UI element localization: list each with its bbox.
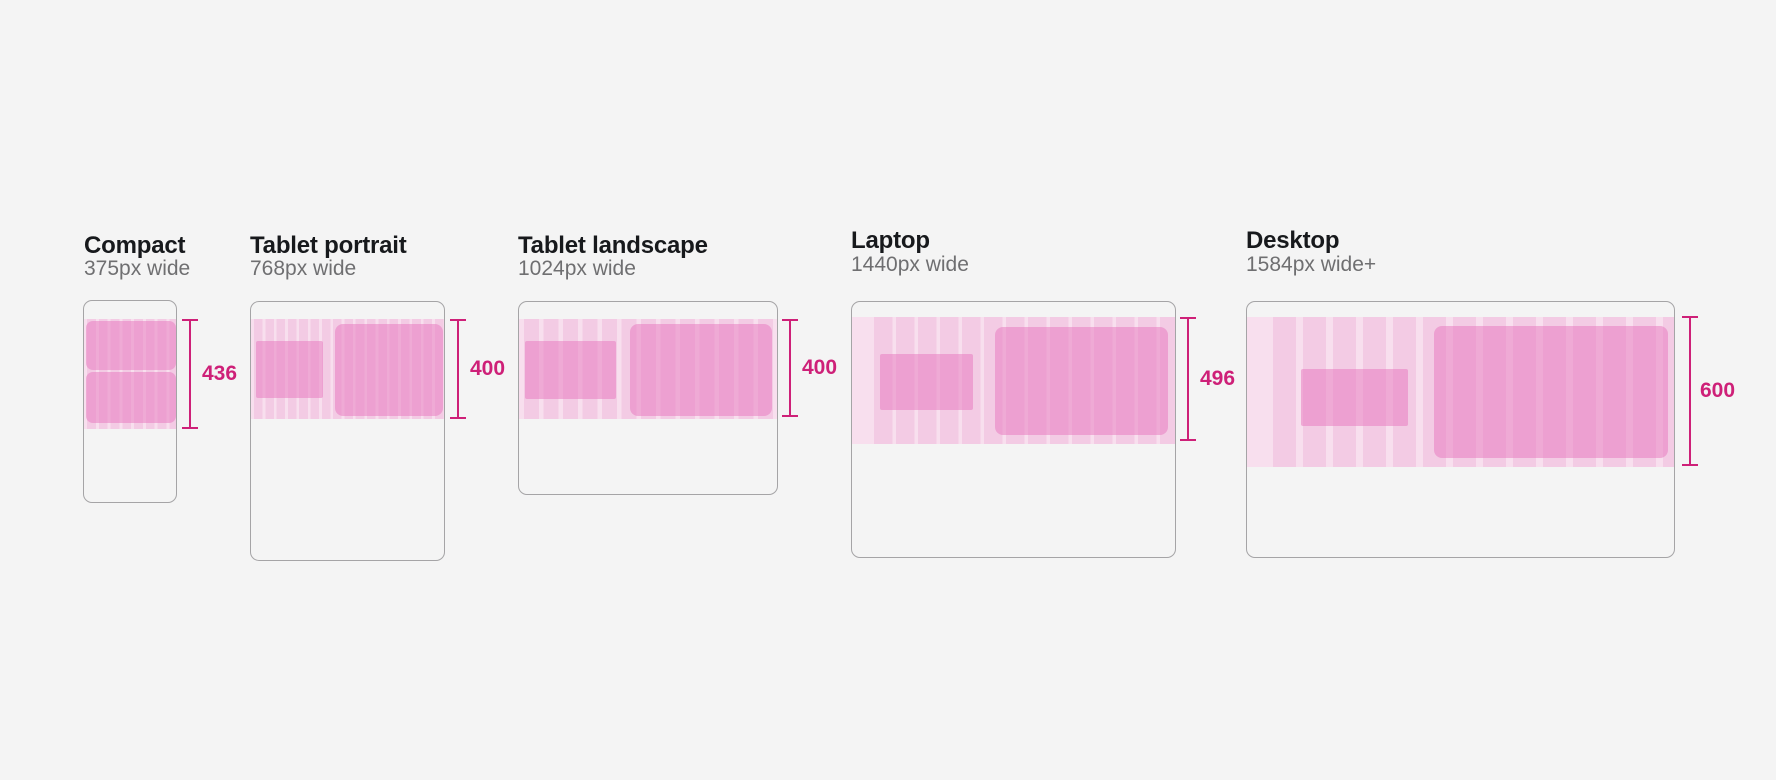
device-frame — [518, 301, 778, 495]
device-title: Compact — [84, 232, 186, 259]
measurement-line-icon — [450, 319, 466, 419]
content-block — [995, 327, 1168, 435]
grid-columns-overlay — [1247, 317, 1674, 467]
grid-columns-overlay — [519, 319, 777, 419]
device-title: Laptop — [851, 227, 930, 254]
content-block — [335, 324, 443, 416]
measurement-value: 400 — [802, 356, 838, 379]
device-width-label: 768px wide — [250, 257, 357, 280]
device-frame — [1246, 301, 1675, 558]
content-block — [880, 354, 973, 410]
device-title: Tablet portrait — [250, 232, 407, 259]
measurement-value: 496 — [1200, 367, 1236, 390]
device-frame — [851, 301, 1176, 558]
device-title: Desktop — [1246, 227, 1340, 254]
measurement-line-icon — [182, 319, 198, 429]
content-block — [630, 324, 772, 416]
measurement-line-icon — [1180, 317, 1196, 441]
device-frame — [83, 300, 177, 503]
grid-columns-overlay — [251, 319, 444, 419]
content-block — [256, 341, 323, 398]
device-width-label: 375px wide — [84, 257, 191, 280]
measurement-line-icon — [782, 319, 798, 417]
grid-columns-overlay — [852, 317, 1175, 444]
device-width-label: 1440px wide — [851, 253, 969, 276]
device-title: Tablet landscape — [518, 232, 708, 259]
content-block — [86, 372, 176, 423]
content-block — [525, 341, 616, 399]
measurement-value: 600 — [1700, 379, 1736, 402]
content-block — [1301, 369, 1408, 426]
device-frame — [250, 301, 445, 561]
measurement-value: 436 — [202, 362, 238, 385]
device-width-label: 1024px wide — [518, 257, 636, 280]
measurement-line-icon — [1682, 316, 1698, 466]
content-block — [86, 321, 176, 370]
measurement-value: 400 — [470, 357, 506, 380]
content-block — [1434, 326, 1668, 458]
device-width-label: 1584px wide+ — [1246, 253, 1377, 276]
grid-columns-overlay — [84, 319, 176, 429]
